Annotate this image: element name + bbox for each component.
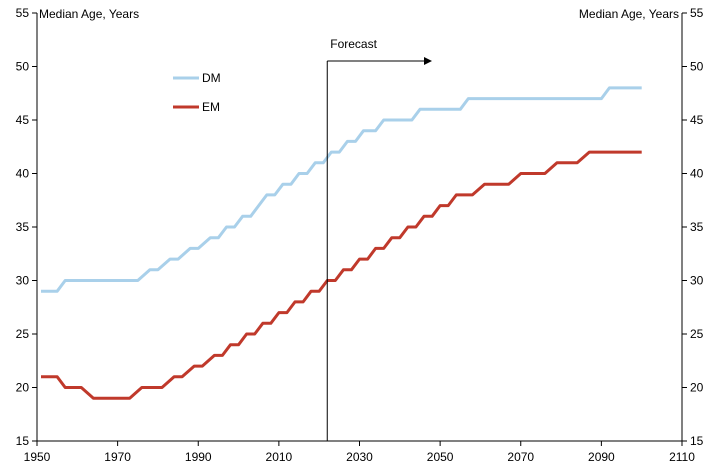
left-y-tick-label: 45 bbox=[16, 113, 30, 127]
left-y-tick-label: 40 bbox=[16, 167, 30, 181]
x-tick-label: 1950 bbox=[24, 450, 51, 464]
x-tick-label: 2110 bbox=[669, 450, 695, 464]
left-y-tick-label: 25 bbox=[16, 327, 30, 341]
legend-label-em: EM bbox=[202, 100, 220, 114]
right-y-tick-label: 55 bbox=[690, 6, 704, 20]
right-y-tick-label: 45 bbox=[690, 113, 704, 127]
x-tick-label: 2050 bbox=[427, 450, 454, 464]
series-line-dm bbox=[41, 86, 642, 293]
x-tick-label: 2030 bbox=[346, 450, 373, 464]
legend: DM EM bbox=[173, 71, 221, 114]
left-axis-title: Median Age, Years bbox=[39, 7, 139, 21]
series-line-em bbox=[41, 150, 642, 400]
right-y-tick-label: 35 bbox=[690, 220, 704, 234]
left-y-tick-label: 55 bbox=[16, 6, 30, 20]
x-tick-label: 1970 bbox=[104, 450, 131, 464]
x-tick-label: 1990 bbox=[185, 450, 212, 464]
x-tick-label: 2010 bbox=[266, 450, 293, 464]
series-layer bbox=[41, 86, 642, 400]
right-y-tick-label: 40 bbox=[690, 167, 704, 181]
left-y-tick-label: 30 bbox=[16, 274, 30, 288]
left-y-tick-label: 15 bbox=[16, 434, 30, 448]
legend-label-dm: DM bbox=[202, 71, 221, 85]
left-y-tick-label: 20 bbox=[16, 381, 30, 395]
left-y-tick-label: 50 bbox=[16, 60, 30, 74]
forecast-arrow-head bbox=[424, 57, 432, 65]
right-y-tick-label: 15 bbox=[690, 434, 704, 448]
right-y-tick-label: 50 bbox=[690, 60, 704, 74]
annotation-layer: Forecast bbox=[326, 37, 432, 441]
forecast-label: Forecast bbox=[330, 37, 377, 51]
right-y-tick-label: 30 bbox=[690, 274, 704, 288]
x-tick-label: 2070 bbox=[507, 450, 534, 464]
x-tick-label: 2090 bbox=[588, 450, 615, 464]
right-y-tick-label: 25 bbox=[690, 327, 704, 341]
axes-layer: 15 15 20 20 25 25 30 30 35 35 40 40 45 45 50 50 55 55 1950… bbox=[16, 6, 704, 464]
right-axis-title: Median Age, Years bbox=[579, 7, 679, 21]
left-y-tick-label: 35 bbox=[16, 220, 30, 234]
right-y-tick-label: 20 bbox=[690, 381, 704, 395]
